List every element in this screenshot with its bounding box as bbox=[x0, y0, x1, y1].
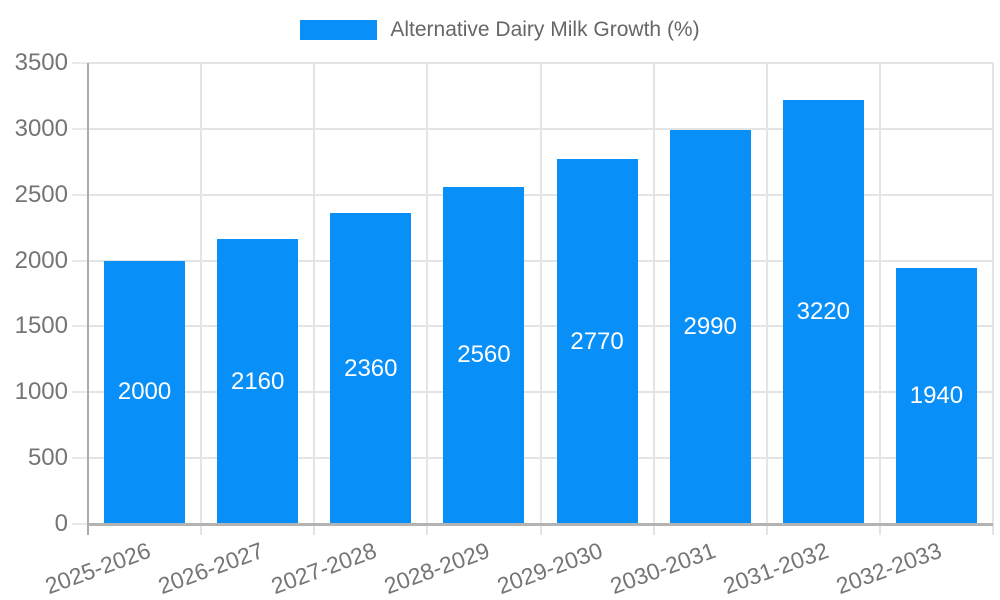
x-axis-tick bbox=[426, 524, 429, 535]
bar-value-label: 1940 bbox=[909, 382, 964, 410]
y-axis-line bbox=[87, 63, 89, 535]
y-tick-label: 500 bbox=[27, 444, 68, 472]
bar-value-label: 2160 bbox=[230, 367, 285, 395]
bar-value-label: 2560 bbox=[457, 341, 511, 369]
x-tick-label-2026-2027: 2026-2027 bbox=[154, 537, 267, 600]
y-tick-label: 2000 bbox=[14, 246, 68, 274]
gridline-x-boundary bbox=[878, 63, 881, 524]
x-tick-label-2032-2033: 2032-2033 bbox=[833, 537, 946, 600]
x-axis-tick bbox=[652, 524, 655, 535]
y-tick-label: 0 bbox=[54, 510, 68, 537]
bar-2025-2026[interactable] bbox=[104, 260, 186, 524]
gridline-x-boundary bbox=[652, 63, 655, 524]
x-axis-tick bbox=[878, 524, 881, 535]
bar-value-label: 2360 bbox=[344, 354, 398, 382]
y-axis-tick bbox=[72, 391, 88, 394]
gridline-x-boundary bbox=[313, 63, 316, 524]
y-tick-label: 3000 bbox=[14, 114, 68, 142]
y-axis-tick bbox=[72, 193, 88, 196]
legend-swatch bbox=[300, 20, 378, 40]
x-axis-line bbox=[88, 523, 993, 526]
y-axis-tick bbox=[72, 457, 88, 460]
y-tick-label: 1000 bbox=[14, 378, 68, 406]
bar-2028-2029[interactable] bbox=[443, 186, 525, 524]
y-axis-tick bbox=[72, 259, 88, 262]
gridline-x-boundary bbox=[765, 63, 768, 524]
x-tick-label-2028-2029: 2028-2029 bbox=[380, 537, 493, 600]
gridline-x-boundary bbox=[539, 63, 542, 524]
bar-2029-2030[interactable] bbox=[556, 159, 638, 524]
x-tick-label-2025-2026: 2025-2026 bbox=[41, 537, 154, 600]
bar-2032-2033[interactable] bbox=[895, 268, 977, 524]
x-axis-tick bbox=[539, 524, 542, 535]
gridline-x-boundary bbox=[426, 63, 429, 524]
legend-label: Alternative Dairy Milk Growth (%) bbox=[390, 18, 700, 41]
bar-value-label: 2000 bbox=[117, 378, 172, 406]
y-axis-tick bbox=[72, 127, 88, 130]
bar-value-label: 3220 bbox=[796, 297, 850, 325]
x-axis-tick bbox=[200, 524, 203, 535]
bar-2027-2028[interactable] bbox=[330, 213, 412, 524]
chart-legend[interactable]: Alternative Dairy Milk Growth (%) bbox=[0, 18, 1000, 42]
y-axis-tick bbox=[72, 325, 88, 328]
bar-2031-2032[interactable] bbox=[782, 99, 864, 524]
x-tick-label-2029-2030: 2029-2030 bbox=[493, 537, 606, 600]
x-axis-tick bbox=[765, 524, 768, 535]
y-tick-label: 3500 bbox=[14, 49, 68, 76]
x-axis-tick bbox=[992, 524, 994, 535]
bar-value-label: 2990 bbox=[683, 313, 737, 341]
x-tick-label-2031-2032: 2031-2032 bbox=[719, 537, 833, 600]
x-tick-label-2027-2028: 2027-2028 bbox=[267, 537, 380, 600]
y-axis-tick bbox=[72, 523, 88, 525]
y-tick-label: 1500 bbox=[14, 312, 68, 340]
gridline-x-boundary bbox=[992, 63, 994, 524]
gridline-x-boundary bbox=[200, 63, 203, 524]
y-axis-tick bbox=[72, 62, 88, 64]
x-axis-tick bbox=[313, 524, 316, 535]
bar-2026-2027[interactable] bbox=[217, 239, 299, 524]
bar-value-label: 2770 bbox=[570, 327, 624, 355]
y-tick-label: 2500 bbox=[14, 180, 68, 208]
x-tick-label-2030-2031: 2030-2031 bbox=[606, 537, 720, 600]
bar-2030-2031[interactable] bbox=[669, 130, 751, 524]
